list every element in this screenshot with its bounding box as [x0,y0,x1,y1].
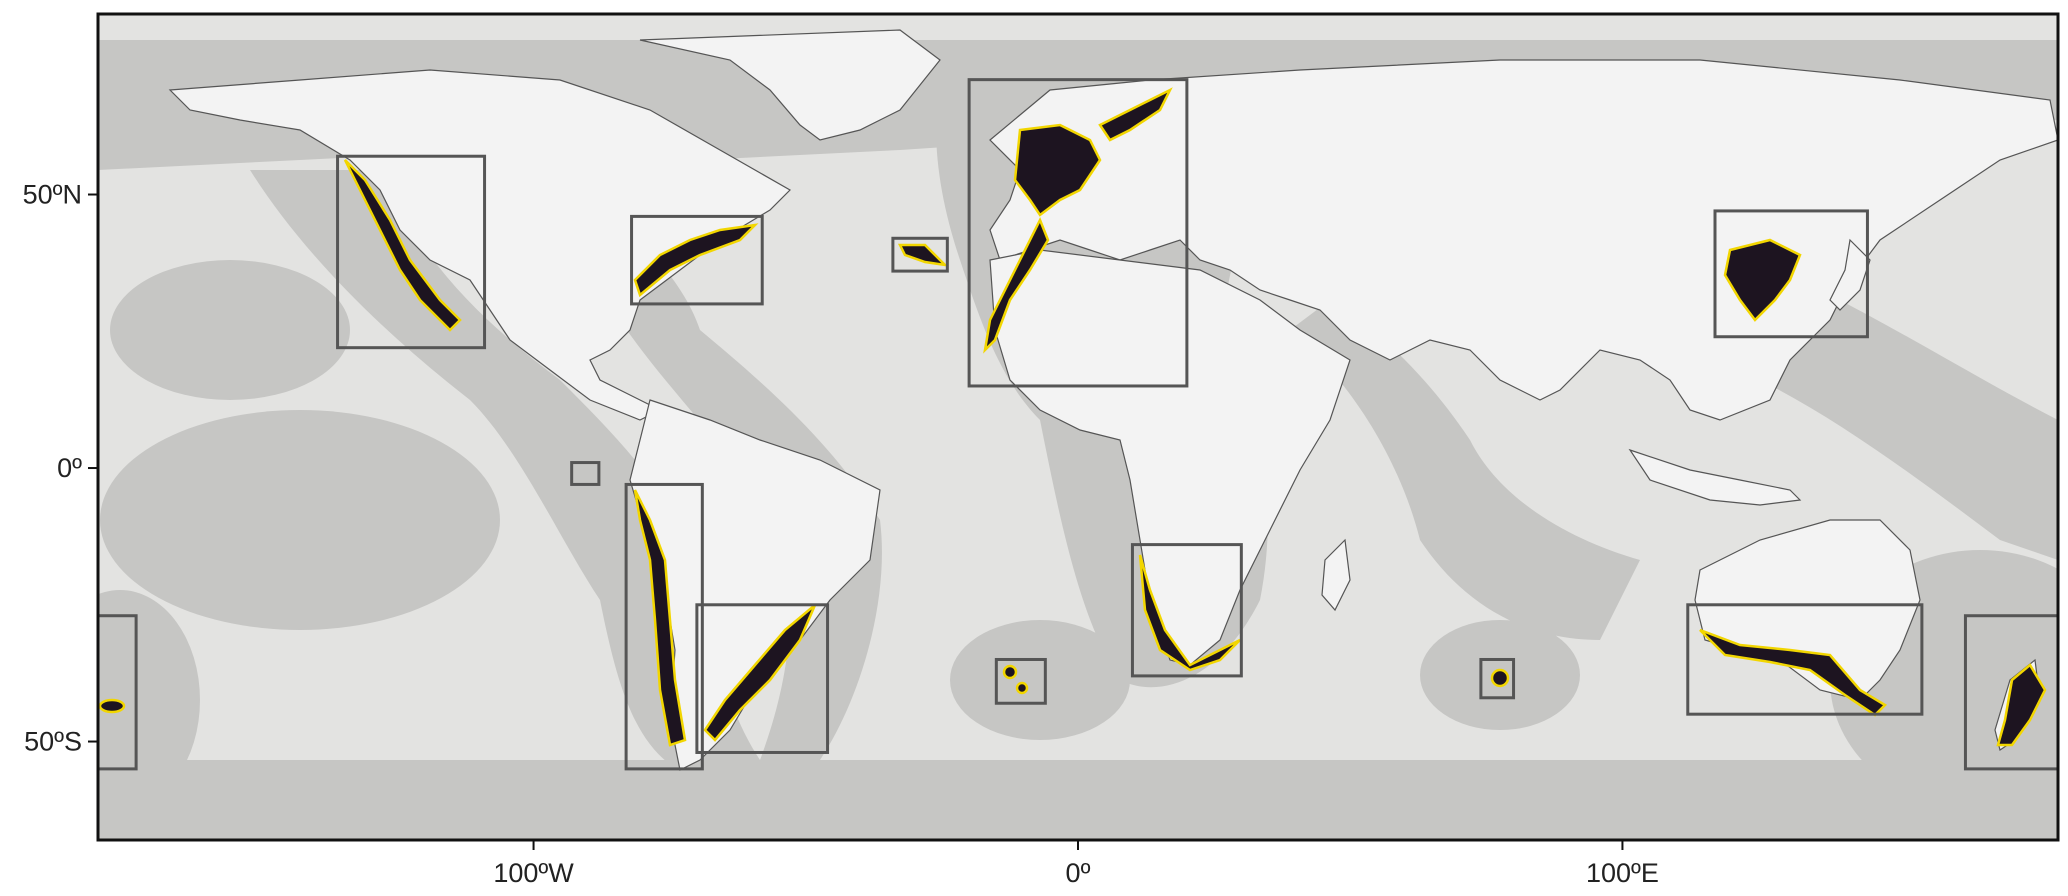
y-tick-label: 50ºS [24,727,82,757]
shelf-tristan [1002,664,1018,680]
x-tick-label: 100ºE [1586,858,1659,888]
land-madagascar [1321,538,1351,612]
land-north-america [168,69,791,421]
y-tick-label: 50ºN [23,180,82,210]
region-box-southeast-pacific-islands [98,614,138,771]
land-africa [989,249,1351,666]
shelf-north-sea [1013,123,1102,217]
shelf-layer [98,87,2047,747]
shelf-us-west [343,159,462,332]
shelf-iberia-nw-africa [983,216,1050,354]
land-greenland [639,29,941,141]
map-layers [98,14,2058,840]
shelf-new-zealand [1996,663,2047,747]
region-box-galapagos [570,461,601,486]
eez-americas-west [250,170,760,780]
land-japan [1829,238,1871,311]
x-tick-label: 100ºW [493,858,574,888]
shelf-amsterdam [1490,668,1510,688]
region-box-southern-australia [1686,603,1924,716]
region-box-tristan-da-cunha [994,657,1047,705]
region-boxes [98,78,2058,771]
shelf-chile [633,489,687,747]
region-box-northeast-pacific [336,154,487,350]
land-eurasia [989,59,2058,421]
region-box-amsterdam-island [1479,657,1516,700]
shelf-norway [1098,87,1173,142]
region-box-northwest-pacific [1713,209,1869,339]
x-tick-label: 0º [1066,858,1091,888]
shelf-patagonia [703,604,817,742]
shelf-gough [1015,681,1029,695]
x-axis: 100ºW 0º 100ºE [493,840,1659,888]
land-indonesia [1628,448,1802,506]
y-axis: 50ºN 0º 50ºS [23,180,98,757]
eez-south-pacific [98,590,200,810]
shelf-south-australia [1699,628,1888,717]
region-box-northwest-atlantic [630,214,764,306]
region-box-humboldt [624,482,704,771]
region-box-benguela [1130,543,1243,678]
region-box-northeast-atlantic [967,78,1189,388]
eez-polynesia [100,410,500,630]
shelf-azores [897,243,949,267]
shelf-us-east [633,223,759,298]
region-box-new-zealand [1963,614,2058,771]
eez-hawaii [110,260,350,400]
y-tick-label: 0º [57,453,82,483]
region-box-azores [891,236,949,273]
shelf-south-pacific [98,698,126,714]
eez-southern-ocean [98,760,2058,840]
land-layer [98,29,2058,840]
eez-indian-ocean [1290,300,1640,640]
eez-tristan [950,620,1130,740]
shelf-yellow-sea [1723,238,1802,322]
region-box-southwest-atlantic [695,603,830,754]
